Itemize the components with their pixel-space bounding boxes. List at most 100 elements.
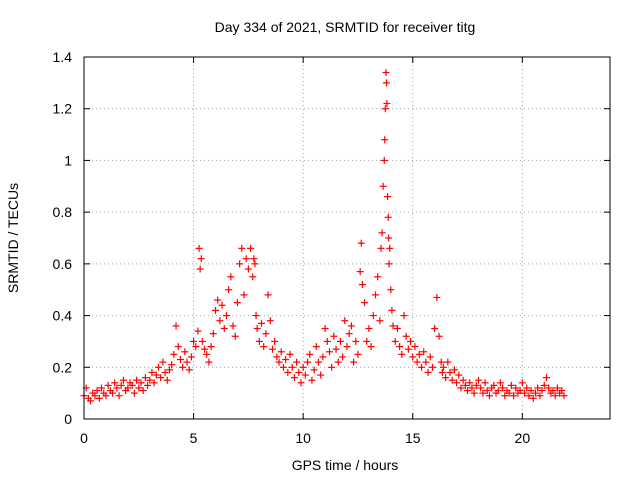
data-point: [398, 350, 406, 358]
data-point: [264, 291, 272, 299]
data-point: [357, 239, 365, 247]
data-point: [323, 337, 331, 345]
data-point: [238, 244, 246, 252]
data-point: [306, 350, 314, 358]
data-point: [222, 312, 230, 320]
data-point: [168, 361, 176, 369]
data-point: [479, 389, 487, 397]
data-point: [87, 397, 95, 405]
data-point: [231, 332, 239, 340]
data-point: [163, 376, 171, 384]
grid-lines: [84, 57, 610, 419]
data-point: [386, 244, 394, 252]
data-point: [523, 384, 531, 392]
data-point: [119, 376, 127, 384]
data-point: [319, 353, 327, 361]
data-point: [111, 379, 119, 387]
data-point: [510, 392, 518, 400]
data-point: [91, 392, 99, 400]
data-point: [290, 374, 298, 382]
data-point: [501, 392, 509, 400]
data-point: [209, 330, 217, 338]
x-tick-label: 0: [80, 430, 88, 446]
data-point: [453, 379, 461, 387]
data-point: [170, 350, 178, 358]
data-point: [377, 244, 385, 252]
x-tick-label: 5: [190, 430, 198, 446]
data-point: [388, 306, 396, 314]
data-point: [347, 322, 355, 330]
data-point: [352, 337, 360, 345]
data-point: [407, 337, 415, 345]
data-point: [464, 387, 472, 395]
data-point: [249, 273, 257, 281]
data-point: [190, 337, 198, 345]
data-point: [418, 363, 426, 371]
data-point: [490, 381, 498, 389]
data-point: [496, 379, 504, 387]
data-point: [409, 353, 417, 361]
data-point: [148, 368, 156, 376]
data-point: [400, 312, 408, 320]
data-point: [343, 343, 351, 351]
data-point: [179, 363, 187, 371]
data-point: [365, 325, 373, 332]
data-point: [369, 312, 377, 320]
data-point: [98, 384, 106, 392]
data-point: [115, 392, 123, 400]
data-point: [312, 343, 320, 351]
data-point: [214, 296, 222, 304]
data-point: [461, 381, 469, 389]
data-point: [428, 363, 436, 371]
data-point: [551, 392, 559, 400]
data-point: [560, 392, 568, 400]
data-point: [494, 387, 502, 395]
data-point: [350, 358, 358, 366]
data-point: [389, 322, 397, 330]
data-point: [393, 325, 401, 332]
axis-ticks: [83, 56, 610, 420]
data-point: [376, 317, 384, 325]
data-point: [205, 358, 213, 366]
data-point: [446, 368, 454, 376]
data-point: [220, 325, 228, 332]
data-point: [470, 389, 478, 397]
data-point: [499, 384, 507, 392]
data-point: [420, 348, 428, 356]
data-point: [321, 325, 329, 332]
data-point: [380, 156, 388, 164]
data-point: [477, 384, 485, 392]
data-point: [196, 265, 204, 273]
data-point: [133, 376, 141, 384]
data-point: [507, 381, 515, 389]
data-point: [332, 345, 340, 353]
data-point: [297, 379, 305, 387]
data-point: [304, 358, 312, 366]
y-tick-label: 0.2: [53, 359, 73, 375]
data-point: [379, 182, 387, 190]
data-point: [216, 317, 224, 325]
data-point: [384, 193, 392, 201]
data-point: [361, 299, 369, 307]
data-point: [438, 368, 446, 376]
data-point: [374, 273, 382, 281]
data-point: [93, 387, 101, 395]
data-point: [384, 213, 392, 221]
data-point: [358, 281, 366, 289]
data-point: [268, 345, 276, 353]
data-point: [172, 322, 180, 330]
data-point: [108, 389, 116, 397]
data-point: [345, 330, 353, 338]
data-point: [146, 376, 154, 384]
data-point: [233, 299, 241, 307]
data-point: [102, 392, 110, 400]
data-point: [328, 363, 336, 371]
data-point: [483, 387, 491, 395]
data-point: [426, 353, 434, 361]
data-point: [229, 322, 237, 330]
data-point: [150, 379, 158, 387]
data-point: [113, 384, 121, 392]
data-point: [396, 343, 404, 351]
data-point: [198, 337, 206, 345]
